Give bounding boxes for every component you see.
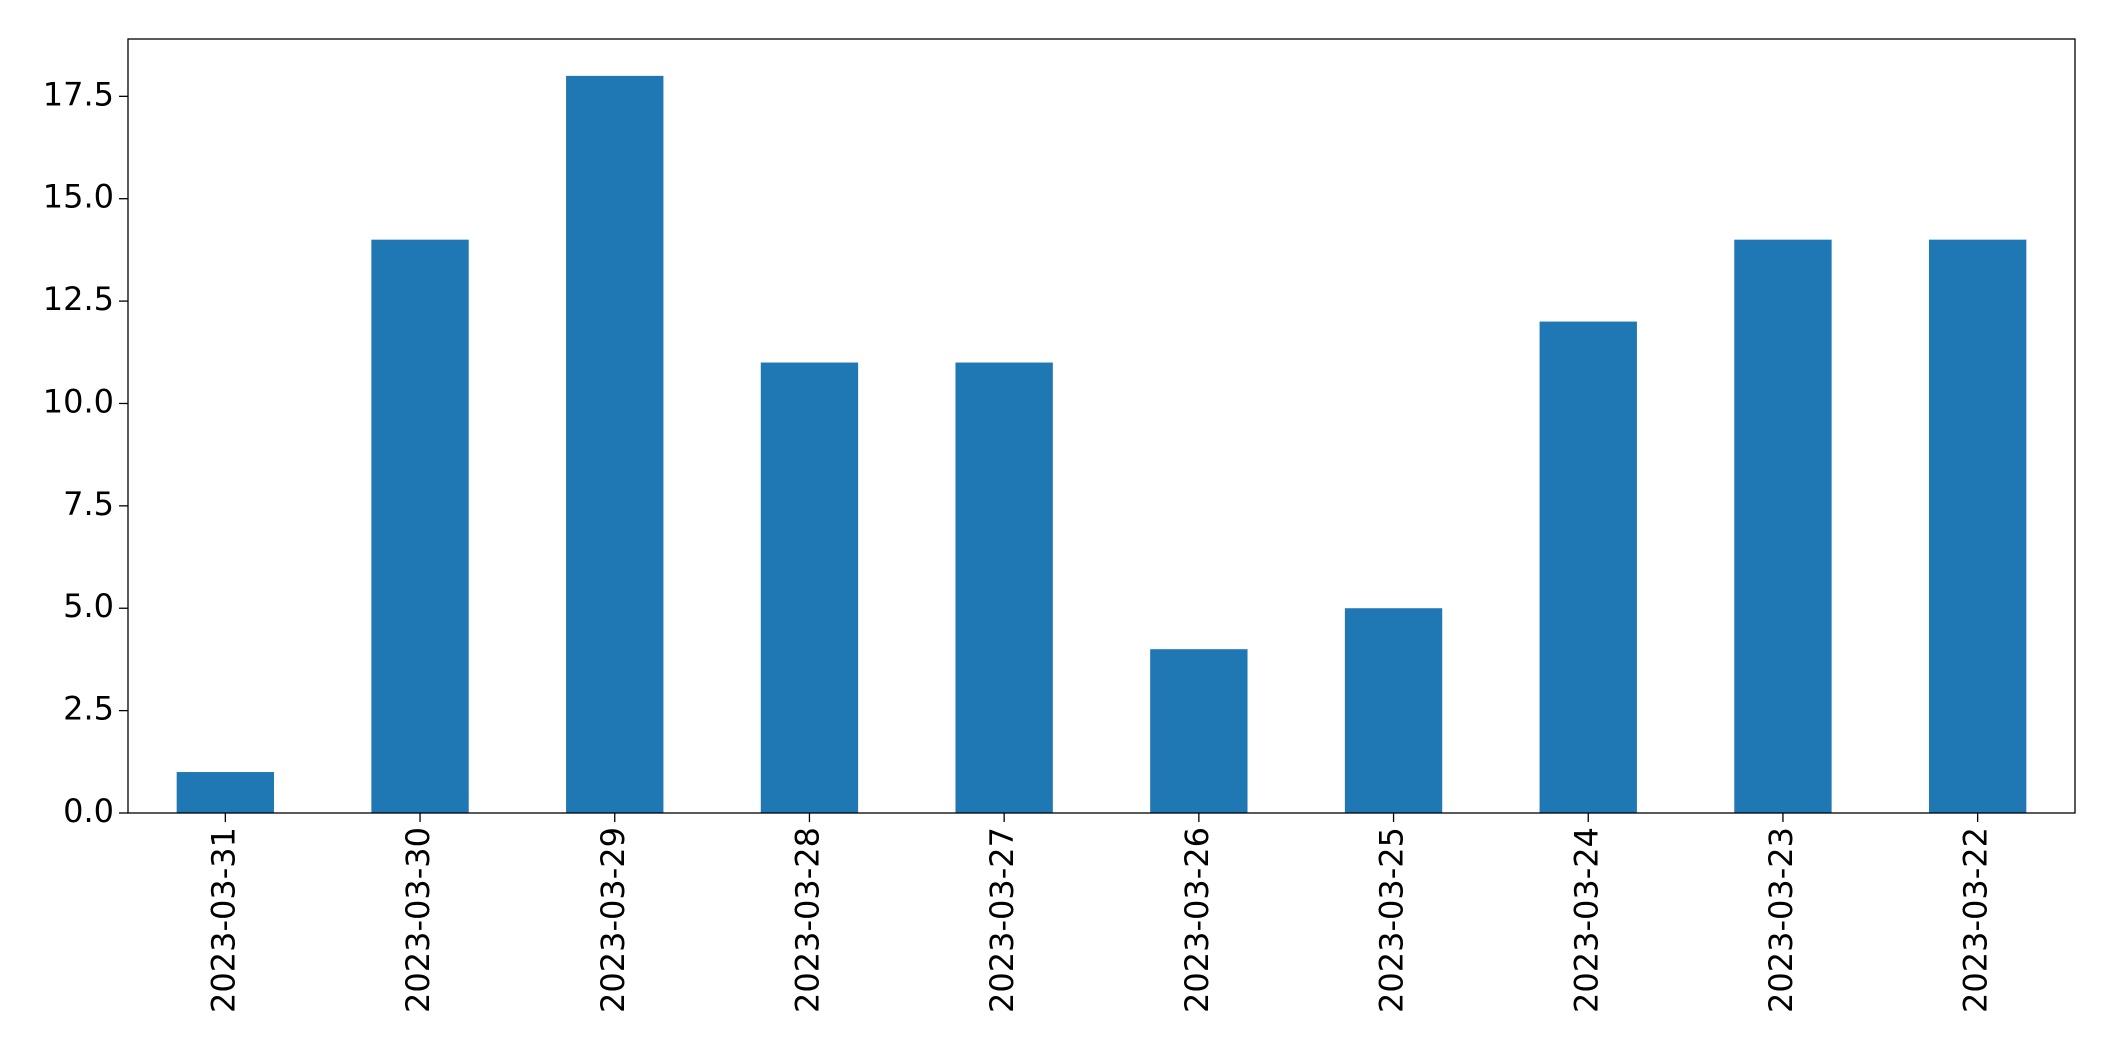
bar bbox=[1928, 239, 2027, 813]
y-tick-label: 10.0 bbox=[43, 382, 114, 420]
x-tick-label: 2023-03-28 bbox=[788, 827, 826, 1013]
x-tick-label: 2023-03-23 bbox=[1762, 827, 1800, 1013]
x-tick-label: 2023-03-31 bbox=[204, 827, 242, 1013]
x-tick-label: 2023-03-27 bbox=[983, 827, 1021, 1013]
bar bbox=[566, 75, 664, 814]
bar bbox=[1734, 239, 1832, 813]
x-tick-label: 2023-03-24 bbox=[1567, 827, 1605, 1013]
y-tick-label: 7.5 bbox=[63, 485, 114, 523]
x-tick-label: 2023-03-29 bbox=[594, 827, 632, 1013]
x-tick-label: 2023-03-30 bbox=[399, 827, 437, 1013]
y-tick-label: 17.5 bbox=[43, 75, 114, 113]
bar bbox=[1539, 321, 1637, 813]
x-tick-label: 2023-03-22 bbox=[1957, 827, 1995, 1013]
bar bbox=[371, 239, 469, 813]
y-tick-label: 0.0 bbox=[63, 792, 114, 830]
y-tick-label: 2.5 bbox=[63, 690, 114, 728]
plot-frame bbox=[127, 38, 2076, 814]
bar bbox=[1150, 649, 1248, 813]
y-tick-label: 12.5 bbox=[43, 280, 114, 318]
x-tick-label: 2023-03-26 bbox=[1178, 827, 1216, 1013]
bar bbox=[760, 362, 859, 813]
x-tick-label: 2023-03-25 bbox=[1373, 827, 1411, 1013]
bar bbox=[1344, 608, 1443, 813]
y-tick-label: 15.0 bbox=[43, 178, 114, 216]
y-tick-label: 5.0 bbox=[63, 587, 114, 625]
bar bbox=[955, 362, 1053, 813]
bar bbox=[176, 772, 275, 813]
